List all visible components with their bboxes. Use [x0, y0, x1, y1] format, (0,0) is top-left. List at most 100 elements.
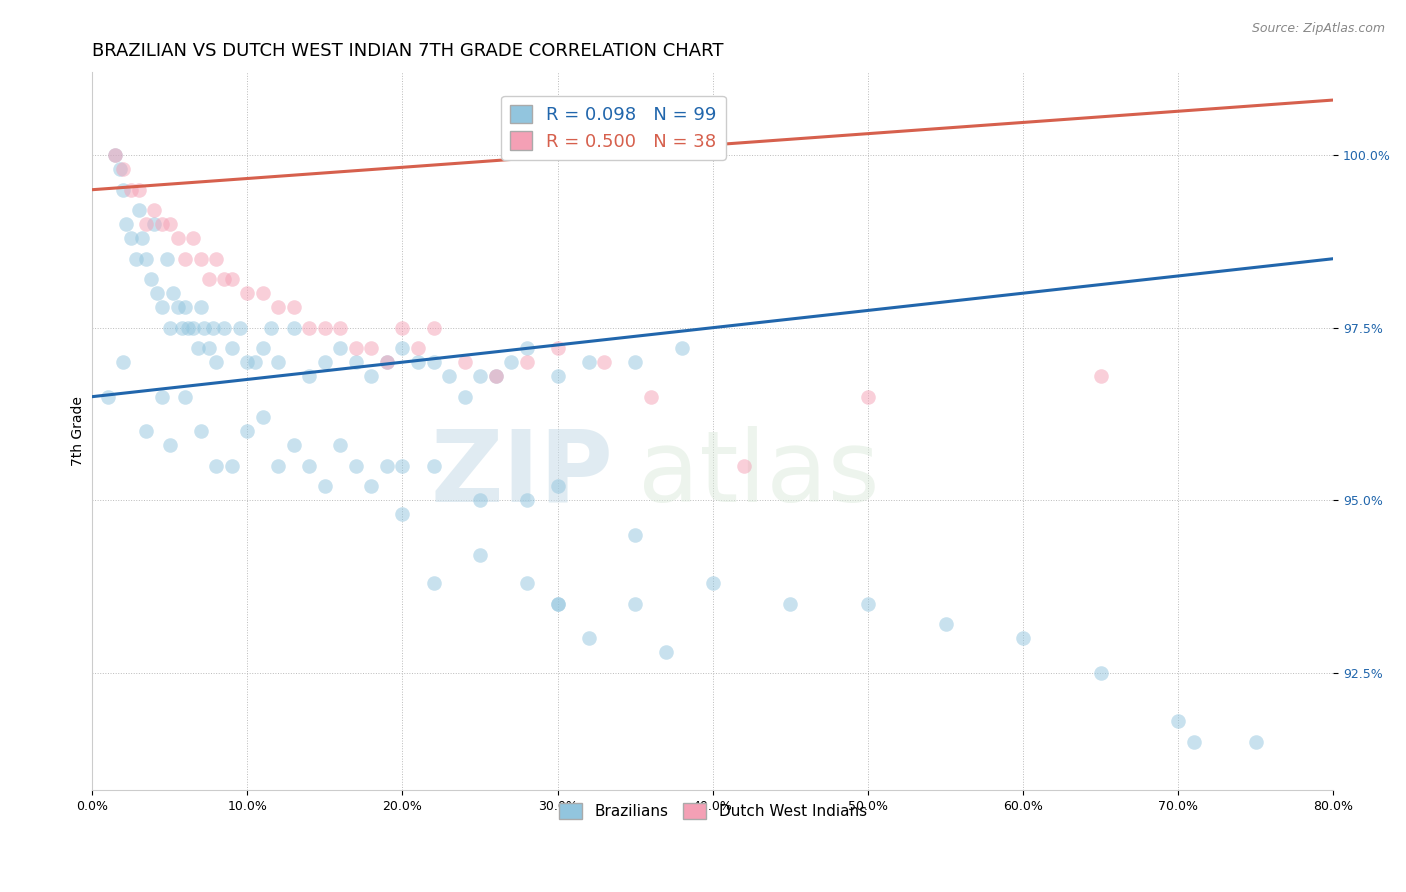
Point: [236, 355, 259, 369]
Point: [108, 161, 131, 176]
Point: [212, 320, 235, 334]
Point: [484, 368, 506, 383]
Point: [135, 217, 157, 231]
Point: [221, 342, 243, 356]
Point: [104, 148, 127, 162]
Point: [329, 438, 352, 452]
Point: [150, 217, 173, 231]
Point: [1090, 368, 1112, 383]
Point: [547, 479, 569, 493]
Point: [516, 355, 538, 369]
Point: [112, 161, 135, 176]
Point: [856, 390, 879, 404]
Point: [181, 320, 204, 334]
Point: [578, 631, 600, 645]
Point: [120, 231, 142, 245]
Point: [104, 148, 127, 162]
Point: [174, 252, 197, 266]
Point: [422, 458, 444, 473]
Point: [162, 286, 184, 301]
Point: [174, 390, 197, 404]
Point: [422, 576, 444, 591]
Point: [468, 368, 491, 383]
Point: [283, 300, 305, 314]
Point: [177, 320, 200, 334]
Point: [236, 286, 259, 301]
Point: [221, 272, 243, 286]
Point: [329, 320, 352, 334]
Point: [344, 355, 367, 369]
Point: [1244, 734, 1267, 748]
Point: [453, 390, 475, 404]
Point: [259, 320, 281, 334]
Point: [329, 342, 352, 356]
Point: [128, 183, 150, 197]
Point: [593, 355, 616, 369]
Point: [124, 252, 146, 266]
Point: [733, 458, 755, 473]
Point: [267, 458, 290, 473]
Point: [283, 320, 305, 334]
Point: [181, 231, 204, 245]
Point: [314, 320, 336, 334]
Point: [934, 617, 956, 632]
Text: atlas: atlas: [638, 425, 880, 523]
Point: [212, 272, 235, 286]
Point: [453, 355, 475, 369]
Point: [547, 597, 569, 611]
Point: [391, 320, 413, 334]
Point: [624, 355, 647, 369]
Point: [135, 424, 157, 438]
Point: [375, 355, 398, 369]
Point: [391, 507, 413, 521]
Point: [671, 342, 693, 356]
Point: [112, 355, 135, 369]
Point: [146, 286, 169, 301]
Point: [406, 355, 429, 369]
Point: [547, 342, 569, 356]
Point: [131, 231, 153, 245]
Point: [174, 300, 197, 314]
Point: [243, 355, 266, 369]
Point: [344, 458, 367, 473]
Point: [139, 272, 162, 286]
Point: [205, 252, 228, 266]
Point: [172, 320, 194, 334]
Point: [205, 458, 228, 473]
Point: [190, 252, 212, 266]
Point: [1012, 631, 1035, 645]
Point: [360, 368, 382, 383]
Point: [624, 527, 647, 541]
Text: Source: ZipAtlas.com: Source: ZipAtlas.com: [1251, 22, 1385, 36]
Point: [702, 576, 724, 591]
Point: [143, 217, 166, 231]
Point: [298, 368, 321, 383]
Point: [190, 300, 212, 314]
Point: [283, 438, 305, 452]
Point: [624, 597, 647, 611]
Point: [578, 355, 600, 369]
Legend: Brazilians, Dutch West Indians: Brazilians, Dutch West Indians: [553, 797, 873, 825]
Point: [159, 320, 181, 334]
Point: [97, 390, 120, 404]
Point: [360, 342, 382, 356]
Point: [298, 320, 321, 334]
Point: [314, 479, 336, 493]
Point: [128, 203, 150, 218]
Point: [501, 355, 523, 369]
Point: [202, 320, 225, 334]
Point: [150, 300, 173, 314]
Point: [484, 368, 506, 383]
Point: [159, 438, 181, 452]
Text: ZIP: ZIP: [430, 425, 613, 523]
Point: [267, 300, 290, 314]
Point: [468, 549, 491, 563]
Point: [391, 458, 413, 473]
Point: [406, 342, 429, 356]
Point: [156, 252, 179, 266]
Point: [516, 342, 538, 356]
Point: [190, 424, 212, 438]
Point: [516, 493, 538, 508]
Point: [547, 368, 569, 383]
Point: [437, 368, 460, 383]
